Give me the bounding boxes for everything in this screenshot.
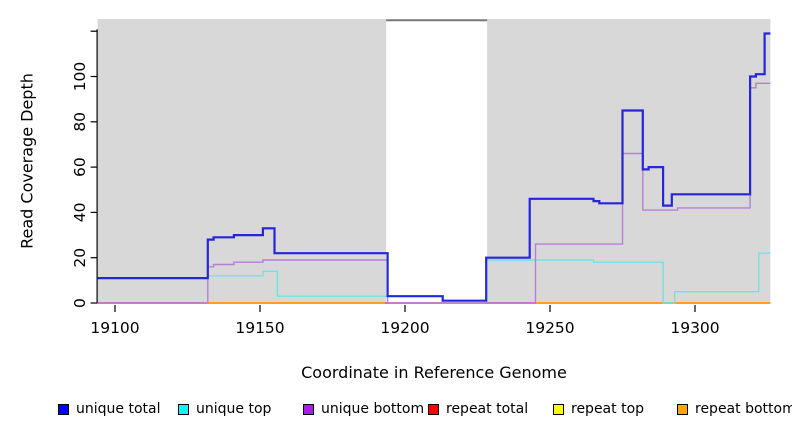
y-tick-label: 40 (71, 203, 89, 223)
x-axis-title: Coordinate in Reference Genome (301, 363, 567, 382)
x-tick-label: 19250 (525, 319, 574, 337)
legend-swatch-icon (553, 403, 564, 415)
legend-swatch-icon (58, 403, 69, 415)
legend-swatch-icon (303, 403, 314, 415)
legend-label: unique top (196, 401, 272, 417)
y-tick-label: 80 (71, 112, 89, 132)
y-tick-label: 60 (71, 157, 89, 177)
legend-item-repeat-total: repeat total (428, 400, 528, 418)
legend-item-repeat-bottom: repeat bottom (677, 400, 792, 418)
legend-item-repeat-top: repeat top (553, 400, 644, 418)
series-unique-total (97, 32, 771, 302)
legend-item-unique-total: unique total (58, 400, 160, 418)
legend-swatch-icon (428, 403, 439, 415)
legend: unique total unique top unique bottom repea… (0, 400, 792, 424)
legend-label: repeat top (571, 401, 645, 417)
legend-label: repeat total (446, 401, 529, 417)
legend-item-unique-bottom: unique bottom (303, 400, 424, 418)
masked-region (386, 19, 488, 303)
x-tick-label: 19300 (670, 319, 719, 337)
legend-label: unique bottom (321, 401, 425, 417)
legend-label: repeat bottom (695, 401, 792, 417)
legend-label: unique total (76, 401, 161, 417)
legend-swatch-icon (677, 403, 688, 415)
x-tick-label: 19200 (380, 319, 429, 337)
y-axis-title: Read Coverage Depth (17, 73, 37, 249)
y-tick-label: 20 (71, 248, 89, 268)
y-tick-label: 100 (71, 62, 89, 92)
x-tick-label: 19100 (90, 319, 139, 337)
legend-item-unique-top: unique top (178, 400, 271, 418)
y-tick-label: 0 (71, 298, 89, 308)
x-tick-label: 19150 (235, 319, 284, 337)
legend-swatch-icon (178, 403, 189, 415)
